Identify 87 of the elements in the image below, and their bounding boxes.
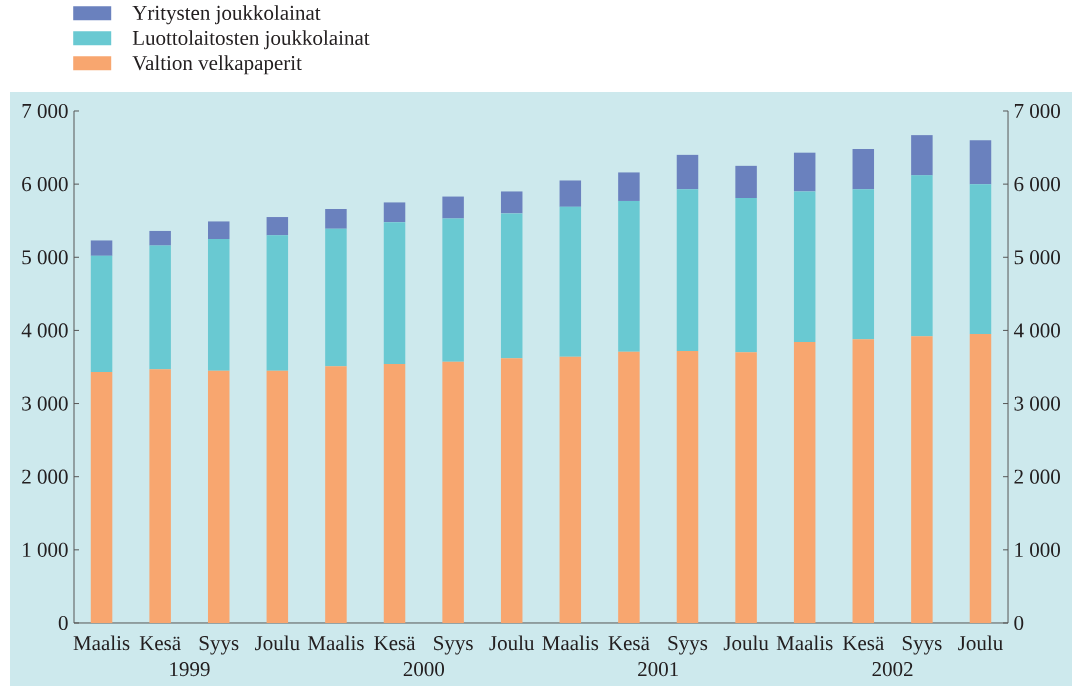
- x-tick-label: Syys: [902, 636, 942, 655]
- bar: [559, 356, 582, 623]
- bar: [735, 165, 757, 199]
- y-tick-label: 3 000: [1014, 396, 1060, 411]
- bar: [969, 184, 992, 335]
- x-tick-label: Kesä: [608, 636, 650, 651]
- bar: [793, 152, 816, 192]
- bar: [149, 230, 171, 246]
- x-tick-label: Joulu: [489, 635, 535, 651]
- bar: [969, 334, 992, 623]
- bar: [207, 370, 230, 623]
- bar: [383, 364, 406, 623]
- bar: [735, 352, 757, 623]
- bar: [969, 140, 992, 185]
- bar: [90, 255, 113, 373]
- bar: [676, 350, 699, 623]
- bar: [325, 228, 347, 367]
- bar: [618, 200, 640, 352]
- bar: [383, 202, 406, 223]
- y-tick-label: 4 000: [1013, 323, 1060, 338]
- x-tick-label: Joulu: [255, 635, 300, 651]
- bar: [325, 209, 347, 229]
- legend-label: Luottolaitosten joukkolainat: [132, 30, 370, 50]
- bar: [735, 198, 757, 353]
- y2-tick-label: 7 000: [22, 103, 68, 119]
- bar: [149, 369, 171, 623]
- bar: [911, 336, 933, 623]
- bar: [559, 206, 582, 357]
- legend-label: Yritysten joukkolainat: [132, 5, 321, 25]
- x-tick-label: Kesä: [139, 636, 181, 651]
- bar: [618, 172, 640, 201]
- text: 1999: [170, 662, 210, 677]
- y-tick-label: 0: [1014, 615, 1024, 631]
- bar: [90, 240, 113, 256]
- x-tick-label: Maalis: [542, 635, 599, 651]
- x-tick-label: Syys: [434, 636, 473, 655]
- bar: [793, 342, 816, 623]
- bar: [442, 218, 464, 362]
- bar: [911, 175, 933, 337]
- x-tick-label: Maalis: [307, 635, 364, 651]
- bar: [383, 222, 406, 365]
- text: 2001: [638, 662, 678, 677]
- x-tick-label: Kesä: [374, 636, 416, 651]
- bar: [911, 135, 933, 176]
- x-tick-label: Kesä: [842, 636, 884, 651]
- y-tick-label: 1 000: [1015, 542, 1060, 557]
- bar: [266, 370, 289, 623]
- legend-label: Valtion velkapaperit: [132, 55, 302, 75]
- bar: [852, 189, 875, 340]
- bar: [442, 361, 464, 623]
- y-tick-label: 6 000: [1014, 177, 1060, 192]
- bar: [266, 235, 289, 371]
- bar: [149, 245, 171, 370]
- text: 2002: [872, 662, 913, 677]
- bar: [442, 196, 464, 219]
- bar: [852, 149, 875, 190]
- bar: [852, 339, 875, 623]
- x-tick-label: Maalis: [776, 635, 833, 651]
- y2-tick-label: 5 000: [22, 250, 68, 265]
- y2-tick-label: 4 000: [21, 323, 68, 338]
- x-tick-label: Joulu: [958, 635, 1003, 651]
- text: 2000: [403, 662, 445, 677]
- x-tick-label: Maalis: [73, 635, 130, 651]
- x-tick-label: Joulu: [723, 635, 769, 651]
- bar: [500, 213, 523, 359]
- bar: [266, 217, 289, 236]
- y2-tick-label: 3 000: [22, 396, 68, 411]
- y-tick-label: 5 000: [1014, 250, 1060, 265]
- bar: [676, 189, 699, 351]
- bar: [559, 180, 582, 207]
- bar: [90, 372, 113, 623]
- y-tick-label: 2 000: [1014, 469, 1060, 484]
- bar: [500, 191, 523, 214]
- bar: [793, 191, 816, 343]
- y2-tick-label: 1 000: [23, 542, 68, 557]
- bar: [500, 358, 523, 623]
- y-tick-label: 7 000: [1014, 103, 1060, 119]
- y2-tick-label: 6 000: [22, 177, 68, 192]
- bar: [207, 221, 230, 239]
- bar: [207, 238, 230, 371]
- y2-tick-label: 2 000: [22, 469, 68, 484]
- x-tick-label: Syys: [668, 636, 708, 655]
- bar: [325, 366, 347, 623]
- bar: [618, 351, 640, 623]
- x-tick-label: Syys: [199, 636, 239, 655]
- bar: [676, 154, 699, 190]
- y2-tick-label: 0: [58, 615, 68, 631]
